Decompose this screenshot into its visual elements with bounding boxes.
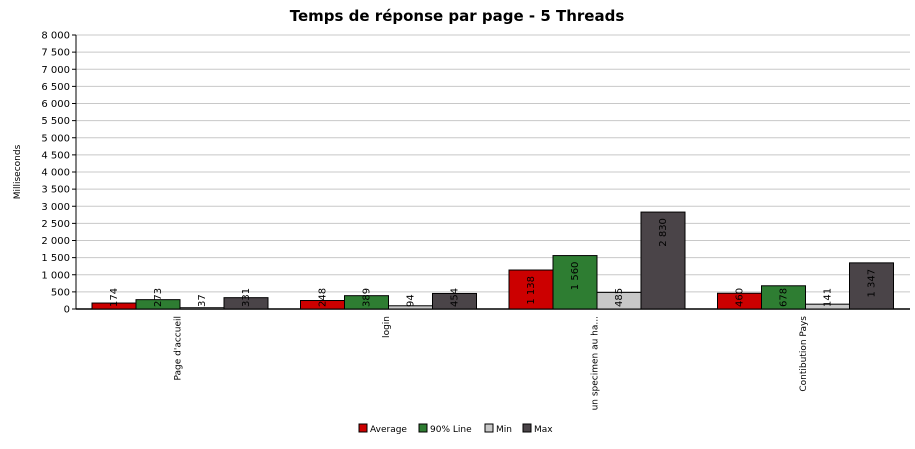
legend-swatch (418, 423, 428, 433)
y-tick-label: 2 000 (41, 236, 70, 247)
data-label: 1 138 (526, 276, 537, 305)
y-tick-label: 0 (64, 305, 70, 316)
x-axis-labels: Page d'accueil login un specimen au ha... C… (173, 316, 809, 411)
data-label: 248 (318, 288, 329, 307)
y-tick-label: 3 000 (41, 202, 70, 213)
bar (135, 299, 181, 310)
legend-label: Max (534, 425, 553, 435)
bar (552, 255, 598, 310)
legend-label: Average (370, 425, 407, 435)
legend-swatch (358, 423, 368, 433)
legend-label: 90% Line (430, 425, 472, 435)
gridlines (75, 34, 910, 310)
y-tick-label: 8 000 (41, 31, 70, 42)
bar (344, 295, 389, 310)
data-label: 94 (406, 294, 417, 307)
legend: Average 90% Line Min Max (358, 423, 553, 435)
data-label: 460 (735, 288, 746, 307)
y-tick-label: 3 500 (41, 185, 70, 196)
y-tick-label: 6 000 (41, 99, 70, 110)
bar (849, 262, 894, 310)
chart-title: Temps de réponse par page - 5 Threads (290, 7, 625, 25)
data-label: 174 (109, 288, 120, 307)
bar (508, 269, 554, 310)
data-label: 485 (614, 288, 625, 307)
x-category-label: un specimen au ha... (590, 316, 600, 410)
bar (223, 297, 269, 310)
y-tick-label: 4 500 (41, 150, 70, 161)
bar (640, 211, 686, 310)
y-tick-label: 5 000 (41, 133, 70, 144)
data-label: 454 (450, 288, 461, 307)
legend-swatch (484, 423, 494, 433)
x-category-label: Contibution Pays (799, 316, 809, 392)
data-label: 2 830 (658, 218, 669, 247)
y-tick-label: 1 000 (41, 270, 70, 281)
data-label: 678 (779, 288, 790, 307)
data-label: 331 (241, 288, 252, 307)
y-tick-label: 5 500 (41, 116, 70, 127)
y-tick-label: 7 000 (41, 65, 70, 76)
y-tick-label: 4 000 (41, 168, 70, 179)
y-axis-label: Milliseconds (13, 144, 23, 199)
x-category-label: login (382, 316, 392, 338)
y-axis-ticks: 0 500 1 000 1 500 2 000 2 500 3 000 3 500 4 000 4… (41, 31, 76, 316)
legend-label: Min (496, 425, 512, 435)
bar (761, 285, 806, 310)
bars: 174 273 37 331 248 389 94 454 1 138 1 560 485 2 830… (91, 211, 894, 310)
data-label: 1 560 (570, 262, 581, 291)
data-label: 1 347 (867, 269, 878, 298)
bar (432, 292, 477, 310)
y-tick-label: 2 500 (41, 219, 70, 230)
y-tick-label: 1 500 (41, 253, 70, 264)
legend-swatch (522, 423, 532, 433)
y-tick-label: 500 (51, 287, 70, 298)
y-tick-label: 6 500 (41, 82, 70, 93)
data-label: 389 (362, 288, 373, 307)
data-label: 141 (823, 288, 834, 307)
data-label: 37 (197, 294, 208, 307)
x-category-label: Page d'accueil (173, 316, 183, 381)
y-tick-label: 7 500 (41, 48, 70, 59)
data-label: 273 (153, 288, 164, 307)
